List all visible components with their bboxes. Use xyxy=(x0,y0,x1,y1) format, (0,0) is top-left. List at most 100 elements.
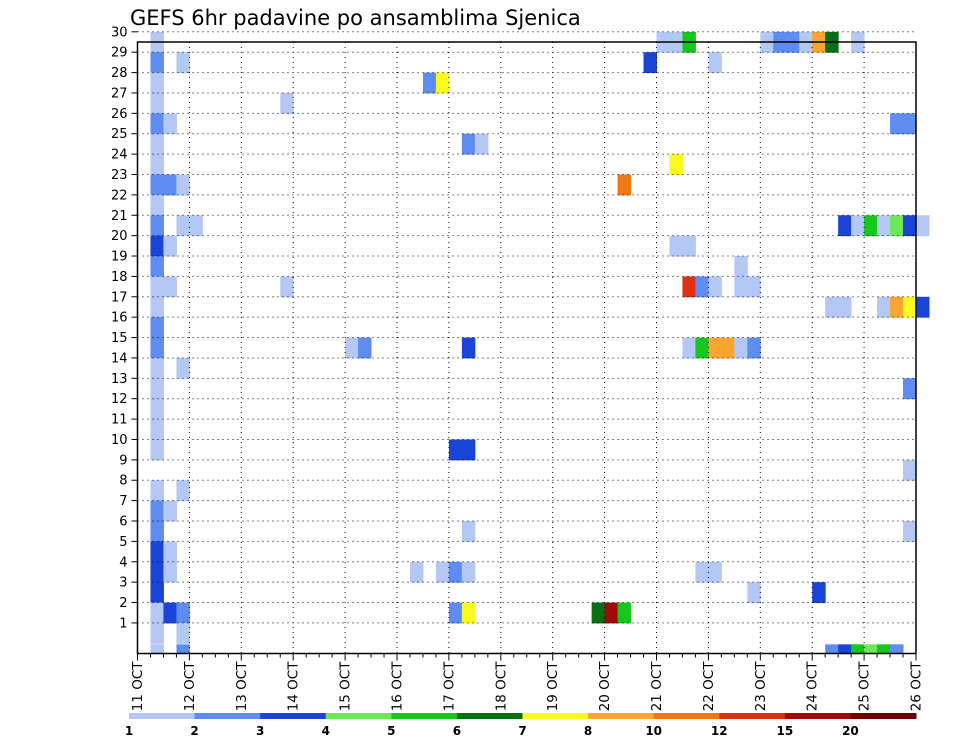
precip-cell xyxy=(643,52,657,74)
colorbar-label: 2 xyxy=(190,724,198,738)
precip-cell xyxy=(150,480,164,502)
precip-cell xyxy=(747,337,761,359)
precip-cell xyxy=(176,602,190,624)
precip-cell xyxy=(280,276,294,298)
precip-cell xyxy=(708,561,722,583)
precip-cell xyxy=(474,133,489,155)
precip-cell xyxy=(721,337,735,359)
precip-cell xyxy=(838,644,852,654)
precip-cell xyxy=(747,276,761,298)
x-tick-label: 17 OCT xyxy=(441,661,457,712)
precip-cell xyxy=(358,337,372,359)
colorbar-segment xyxy=(719,713,786,719)
y-tick-label: 21 xyxy=(111,209,128,224)
x-tick-label: 16 OCT xyxy=(390,661,406,712)
precip-cell xyxy=(150,194,164,216)
y-tick-label: 11 xyxy=(111,413,128,428)
precip-cell xyxy=(604,602,619,624)
precip-cell xyxy=(176,357,190,379)
y-tick-label: 27 xyxy=(111,86,128,101)
precip-cell xyxy=(695,276,709,298)
x-tick-label: 11 OCT xyxy=(130,661,146,712)
precip-cell xyxy=(150,357,164,379)
precip-cell xyxy=(851,644,865,654)
y-tick-label: 7 xyxy=(119,494,127,509)
chart-title: GEFS 6hr padavine po ansamblima Sjenica xyxy=(130,6,581,30)
precip-cell xyxy=(708,337,722,359)
precip-cell xyxy=(461,521,476,542)
precip-cell xyxy=(150,337,164,359)
precip-cell xyxy=(150,622,164,644)
precip-cell xyxy=(150,276,164,298)
colorbar-label: 12 xyxy=(711,724,728,738)
precip-cell xyxy=(435,72,450,94)
x-tick-label: 24 OCT xyxy=(805,661,821,712)
colorbar-segment xyxy=(653,713,720,719)
precip-cell xyxy=(150,235,164,257)
precip-cell xyxy=(708,52,722,74)
precip-cell xyxy=(851,215,865,237)
precip-cell xyxy=(682,276,696,298)
precip-cell xyxy=(409,561,424,583)
colorbar-label: 8 xyxy=(584,724,592,738)
precip-cell xyxy=(916,215,930,237)
precip-cell xyxy=(825,296,839,318)
precip-cell xyxy=(448,439,463,461)
precip-cell xyxy=(461,561,476,583)
y-tick-label: 1 xyxy=(119,616,127,631)
precip-cell xyxy=(176,215,190,237)
colorbar-segment xyxy=(260,713,327,719)
precip-cell xyxy=(150,317,164,339)
precip-cell xyxy=(747,582,761,604)
precip-cell xyxy=(903,296,917,318)
precip-cell xyxy=(890,113,904,135)
precip-cell xyxy=(461,337,476,359)
precip-cell xyxy=(890,296,904,318)
colorbar-label: 4 xyxy=(322,724,330,738)
y-tick-label: 6 xyxy=(119,515,127,530)
y-tick-label: 30 xyxy=(111,25,128,40)
precip-cell xyxy=(150,439,164,461)
precip-cell xyxy=(176,622,190,644)
precip-cell xyxy=(916,296,930,318)
precip-cell xyxy=(877,215,891,237)
x-tick-label: 18 OCT xyxy=(493,661,509,712)
precip-cell xyxy=(150,541,164,563)
precip-cell xyxy=(150,500,164,522)
y-tick-label: 29 xyxy=(111,46,128,61)
precip-cell xyxy=(448,561,463,583)
precip-cell xyxy=(708,276,722,298)
colorbar-segment xyxy=(588,713,655,719)
precip-cell xyxy=(150,174,164,196)
precip-cell xyxy=(150,133,164,155)
precip-cell xyxy=(163,541,177,563)
precip-cell xyxy=(176,480,190,502)
precip-cell xyxy=(695,561,709,583)
precip-cell xyxy=(163,602,177,624)
colorbar-label: 10 xyxy=(645,724,662,738)
y-tick-label: 9 xyxy=(119,453,127,468)
colorbar-segment xyxy=(194,713,261,719)
precip-cell xyxy=(591,602,606,624)
precip-cell xyxy=(150,582,164,604)
precip-cell xyxy=(812,582,826,604)
precip-cell xyxy=(150,113,164,135)
y-tick-label: 8 xyxy=(119,474,127,489)
x-tick-label: 13 OCT xyxy=(234,661,250,712)
x-tick-label: 23 OCT xyxy=(753,661,769,712)
y-tick-label: 4 xyxy=(119,555,127,570)
y-tick-label: 2 xyxy=(119,596,127,611)
y-tick-label: 26 xyxy=(111,107,128,122)
precip-cell xyxy=(150,154,164,175)
colorbar-label: 5 xyxy=(387,724,395,738)
y-tick-label: 12 xyxy=(111,392,128,407)
precip-cell xyxy=(448,602,463,624)
precip-cell xyxy=(461,133,476,155)
precip-cell xyxy=(617,602,632,624)
precip-cell xyxy=(682,337,696,359)
precip-cell xyxy=(163,235,177,257)
precip-cell xyxy=(163,561,177,583)
x-tick-label: 22 OCT xyxy=(701,661,717,712)
precip-cell xyxy=(903,378,917,400)
